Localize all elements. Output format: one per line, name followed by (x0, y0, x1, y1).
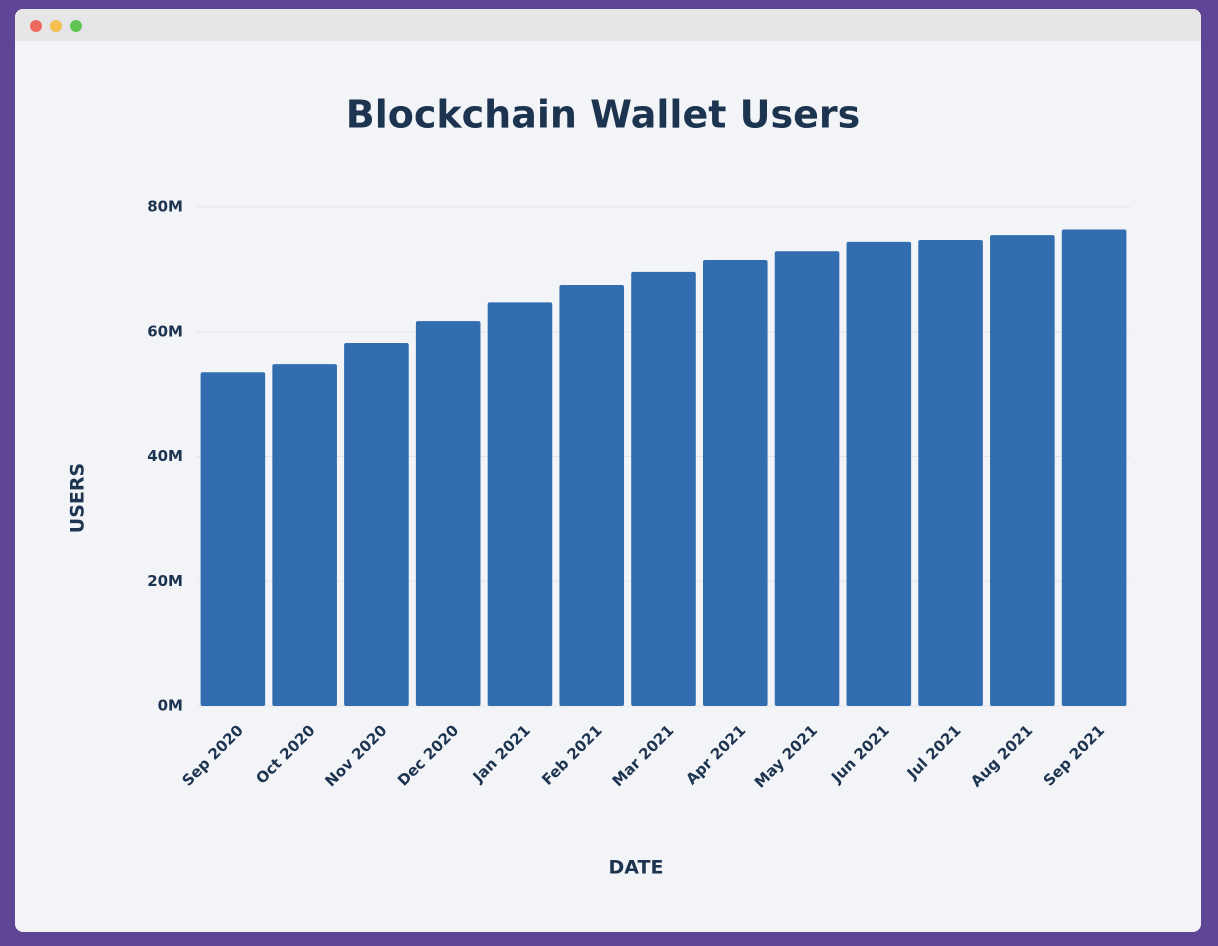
y-tick-label: 80M (147, 198, 183, 216)
bar (344, 342, 409, 706)
y-axis-label: USERS (67, 463, 89, 533)
bar (990, 235, 1055, 706)
x-axis-label: DATE (609, 857, 664, 879)
bar (200, 372, 266, 706)
maximize-button[interactable] (70, 20, 82, 32)
bar (702, 260, 768, 706)
bar (918, 240, 983, 706)
y-tick-label: 0M (158, 697, 183, 715)
bar (774, 251, 840, 706)
close-button[interactable] (30, 20, 42, 32)
bar (272, 364, 337, 706)
chart-title: Blockchain Wallet Users (346, 93, 860, 137)
bar (1061, 229, 1127, 706)
bar (631, 271, 696, 706)
title-bar (15, 9, 1201, 41)
y-tick-label: 60M (147, 322, 183, 340)
minimize-button[interactable] (50, 20, 62, 32)
bar (846, 241, 912, 706)
bar (559, 284, 625, 706)
bar (487, 302, 553, 706)
bar (415, 321, 481, 706)
y-tick-label: 40M (147, 447, 183, 465)
y-tick-label: 20M (147, 572, 183, 590)
